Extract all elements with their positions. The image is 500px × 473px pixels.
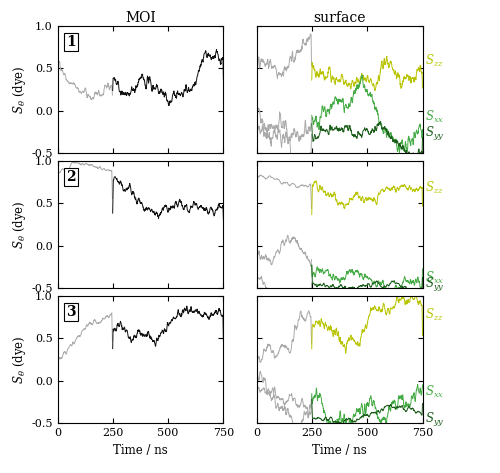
- Text: $S_{zz}$: $S_{zz}$: [425, 180, 444, 196]
- Title: MOI: MOI: [125, 11, 156, 25]
- X-axis label: Time / ns: Time / ns: [312, 444, 367, 457]
- Y-axis label: $S_\theta$ (dye): $S_\theta$ (dye): [12, 335, 28, 384]
- X-axis label: Time / ns: Time / ns: [113, 444, 168, 457]
- Text: $S_{zz}$: $S_{zz}$: [425, 307, 444, 323]
- Text: $S_{yy}$: $S_{yy}$: [425, 125, 444, 143]
- Text: 3: 3: [66, 305, 76, 319]
- Title: surface: surface: [314, 11, 366, 25]
- Text: $S_{xx}$: $S_{xx}$: [425, 270, 444, 286]
- Y-axis label: $S_\theta$ (dye): $S_\theta$ (dye): [12, 65, 28, 114]
- Text: 2: 2: [66, 170, 76, 184]
- Y-axis label: $S_\theta$ (dye): $S_\theta$ (dye): [12, 201, 28, 249]
- Text: $S_{yy}$: $S_{yy}$: [425, 411, 444, 429]
- Text: $S_{yy}$: $S_{yy}$: [425, 276, 444, 294]
- Text: $S_{xx}$: $S_{xx}$: [425, 384, 444, 400]
- Text: 1: 1: [66, 35, 76, 49]
- Text: $S_{xx}$: $S_{xx}$: [425, 109, 444, 125]
- Text: $S_{zz}$: $S_{zz}$: [425, 53, 444, 69]
